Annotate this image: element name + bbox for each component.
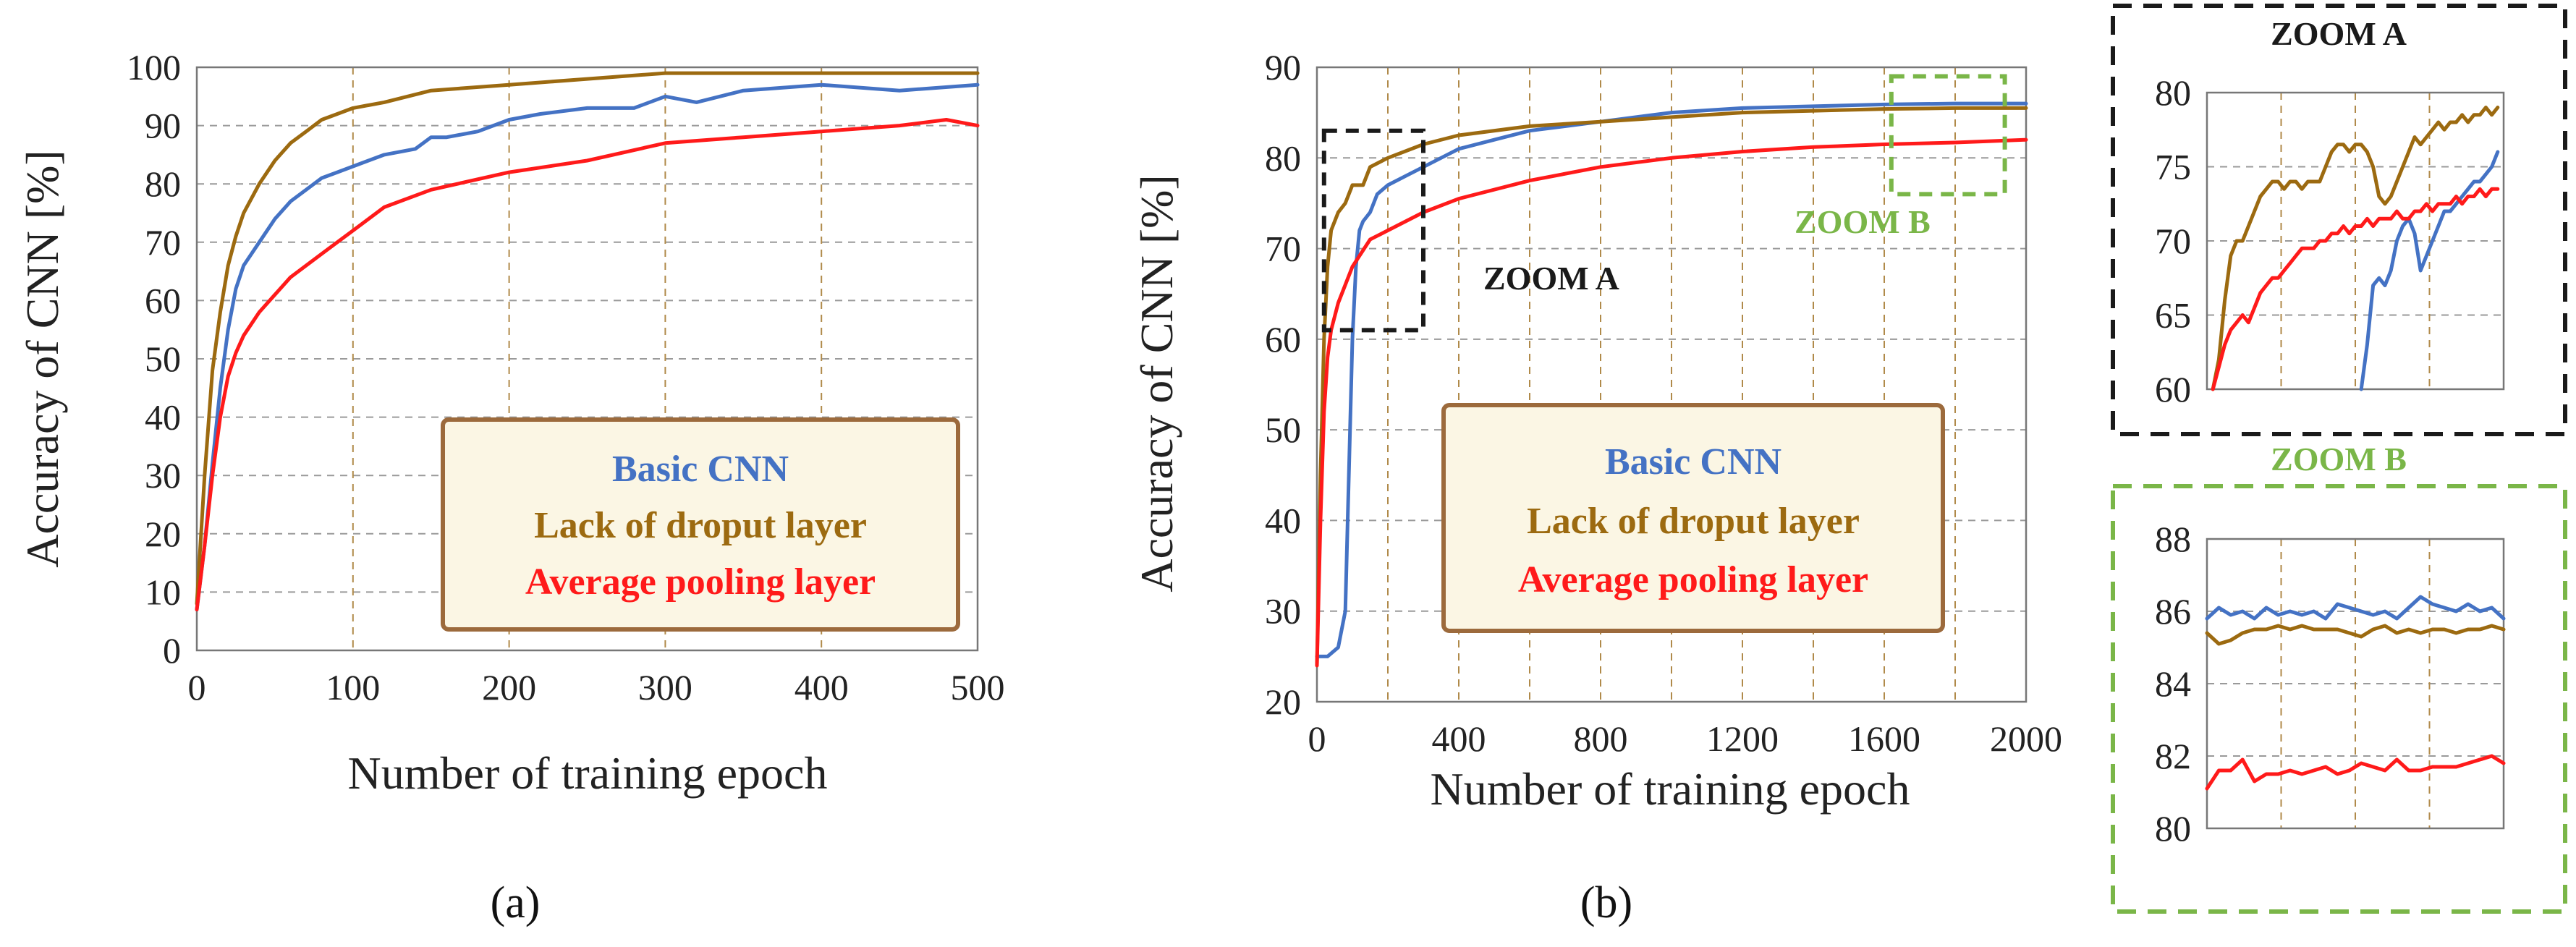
y-tick-label: 88 (2155, 519, 2191, 559)
series-line-average-pooling (195, 118, 980, 612)
x-tick-label: 500 (951, 667, 1005, 708)
caption-a: (a) (491, 878, 541, 927)
zoom-b-plot-frame (2206, 538, 2505, 830)
x-tick-label: 100 (326, 667, 380, 708)
chart-b-zoom-regions (1321, 74, 2007, 333)
chart-a: 0 10 20 30 40 50 60 70 80 90 100 0 100 200 300 400 500 A… (17, 47, 1005, 927)
y-tick-label: 60 (1265, 319, 1301, 360)
chart-b-legend: Basic CNN Lack of droput layer Average p… (1441, 403, 1945, 633)
caption-b: (b) (1580, 878, 1632, 927)
x-tick-label: 0 (188, 667, 206, 708)
chart-b-series (1315, 101, 2028, 668)
x-tick-label: 1200 (1706, 718, 1779, 759)
y-tick-label: 80 (1265, 137, 1301, 178)
zoom-a-series (2211, 106, 2500, 391)
chart-a-ylabel: Accuracy of CNN [%] (17, 150, 68, 568)
zoom-b-grid (2207, 539, 2504, 828)
y-tick-label: 90 (145, 106, 181, 146)
y-tick-label: 60 (2155, 369, 2191, 409)
series-line-lack-of-dropout (195, 71, 980, 606)
zoom-a-grid (2207, 93, 2504, 389)
y-tick-label: 0 (163, 630, 181, 671)
series-line-basic-cnn (2205, 595, 2506, 621)
y-tick-label: 100 (127, 47, 181, 88)
series-line-average-pooling (1315, 137, 2028, 668)
series-line-lack-of-dropout (2211, 106, 2500, 391)
y-tick-label: 65 (2155, 295, 2191, 336)
y-tick-label: 75 (2155, 147, 2191, 187)
y-tick-label: 60 (145, 280, 181, 320)
series-line-lack-of-dropout (1315, 106, 2028, 668)
chart-a-legend-lack-of-dropout: Lack of droput layer (534, 505, 867, 546)
y-tick-label: 86 (2155, 591, 2191, 632)
y-tick-label: 20 (145, 514, 181, 554)
chart-a-ticks: 0 10 20 30 40 50 60 70 80 90 100 0 100 200 300 400 500 (127, 47, 1005, 708)
chart-b-legend-average-pooling: Average pooling layer (1518, 559, 1868, 600)
zoom-a-title: ZOOM A (2271, 15, 2407, 52)
series-line-average-pooling (2211, 187, 2500, 391)
x-tick-label: 300 (638, 667, 692, 708)
x-tick-label: 1600 (1848, 718, 1920, 759)
zoom-a-inset: ZOOM A 60 65 70 75 80 (2111, 4, 2567, 436)
chart-b-ticks: 20 30 40 50 60 70 80 90 0 400 800 1200 1600 2000 (1265, 47, 2062, 759)
chart-a-legend-box (441, 417, 960, 632)
chart-a-legend-average-pooling: Average pooling layer (525, 561, 876, 603)
zoom-a-ticks: 60 65 70 75 80 (2155, 72, 2191, 409)
y-tick-label: 40 (1265, 500, 1301, 540)
y-tick-label: 40 (145, 397, 181, 438)
y-tick-label: 82 (2155, 736, 2191, 776)
y-tick-label: 90 (1265, 47, 1301, 88)
series-line-basic-cnn (195, 82, 980, 612)
chart-b-zoom-a-label: ZOOM A (1483, 260, 1619, 297)
chart-b-xlabel: Number of training epoch (1431, 763, 1910, 815)
x-tick-label: 200 (482, 667, 536, 708)
x-tick-label: 400 (1432, 718, 1486, 759)
chart-a-legend: Basic CNN Lack of droput layer Average p… (441, 417, 960, 632)
y-tick-label: 80 (2155, 808, 2191, 849)
chart-b-legend-lack-of-dropout: Lack of droput layer (1527, 501, 1860, 542)
y-tick-label: 30 (145, 455, 181, 496)
zoom-b-region-box (1889, 74, 2007, 197)
zoom-b-series (2205, 595, 2506, 791)
y-tick-label: 70 (145, 222, 181, 263)
y-tick-label: 70 (1265, 229, 1301, 269)
zoom-a-outer-box (2111, 4, 2567, 436)
y-tick-label: 30 (1265, 591, 1301, 632)
chart-a-legend-basic-cnn: Basic CNN (612, 449, 789, 490)
chart-b-legend-basic-cnn: Basic CNN (1605, 441, 1781, 483)
x-tick-label: 800 (1574, 718, 1628, 759)
zoom-b-inset: ZOOM B 80 82 84 86 88 (2111, 441, 2567, 914)
chart-b-zoom-b-label: ZOOM B (1795, 203, 1931, 240)
x-tick-label: 2000 (1990, 718, 2062, 759)
chart-a-xlabel: Number of training epoch (348, 747, 828, 799)
x-tick-label: 0 (1308, 718, 1326, 759)
y-tick-label: 10 (145, 572, 181, 612)
x-tick-label: 400 (795, 667, 849, 708)
chart-b: 20 30 40 50 60 70 80 90 0 400 800 1200 1600 2000 ZOOM… (1131, 47, 2062, 927)
y-tick-label: 50 (1265, 409, 1301, 450)
y-tick-label: 80 (2155, 72, 2191, 113)
y-tick-label: 50 (145, 339, 181, 379)
zoom-b-title: ZOOM B (2271, 441, 2407, 477)
y-tick-label: 84 (2155, 663, 2191, 704)
chart-b-plot-frame (1315, 66, 2028, 703)
chart-a-plot-frame (195, 66, 979, 652)
y-tick-label: 70 (2155, 221, 2191, 261)
chart-b-ylabel: Accuracy of CNN [%] (1131, 174, 1182, 593)
zoom-a-region-box (1321, 128, 1426, 333)
chart-b-legend-box (1441, 403, 1945, 633)
zoom-a-plot-frame (2206, 91, 2505, 391)
y-tick-label: 20 (1265, 681, 1301, 722)
zoom-b-outer-box (2111, 484, 2567, 914)
series-line-basic-cnn (2359, 150, 2500, 391)
series-line-basic-cnn (1315, 101, 2028, 658)
series-line-lack-of-dropout (2205, 624, 2506, 646)
zoom-b-ticks: 80 82 84 86 88 (2155, 519, 2191, 849)
chart-a-series (195, 71, 980, 612)
series-line-average-pooling (2205, 754, 2506, 791)
y-tick-label: 80 (145, 164, 181, 204)
